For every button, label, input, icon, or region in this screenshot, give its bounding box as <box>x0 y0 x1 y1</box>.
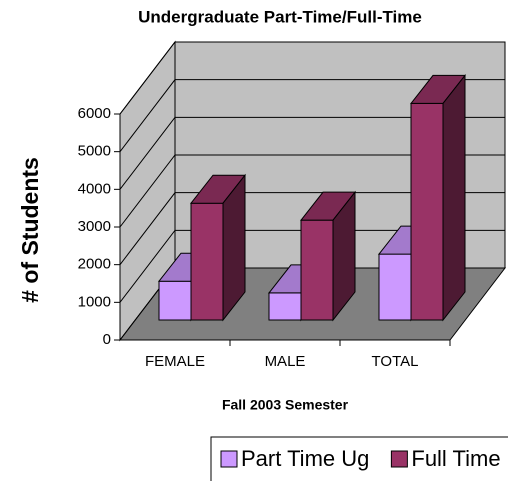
y-tick-label: 6000 <box>78 105 111 122</box>
x-tick-label: FEMALE <box>145 353 205 370</box>
y-tick-label: 4000 <box>78 180 111 197</box>
bar-side <box>222 173 246 322</box>
y-tick-label: 1000 <box>78 293 111 310</box>
y-tick-label: 5000 <box>78 143 111 160</box>
chart-title: Undergraduate Part-Time/Full-Time <box>138 7 422 26</box>
y-axis-title: # of Students <box>17 157 43 303</box>
bar-front <box>268 292 302 321</box>
grid-line <box>119 229 505 303</box>
grid-line <box>119 154 505 228</box>
legend-label: Full Time Ug <box>411 446 508 471</box>
bar-front <box>190 202 224 321</box>
bar <box>409 73 467 322</box>
x-tick-label: MALE <box>265 353 306 370</box>
legend-label: Part Time Ug <box>241 446 369 471</box>
x-tick-label: TOTAL <box>372 353 419 370</box>
grid-line <box>119 192 505 265</box>
legend-swatch <box>390 450 408 468</box>
y-tick-label: 3000 <box>78 218 111 235</box>
bar <box>299 190 357 322</box>
bar-front <box>158 280 192 321</box>
y-tick-label: 0 <box>103 331 111 348</box>
x-axis-title: Fall 2003 Semester <box>222 397 349 413</box>
legend-box <box>210 436 508 481</box>
bar <box>189 173 247 322</box>
bar-side <box>332 190 356 322</box>
legend-swatch <box>220 450 238 468</box>
grid-line <box>119 116 505 190</box>
bar-front <box>410 102 444 321</box>
grid-line <box>119 41 505 115</box>
grid-line <box>119 79 505 152</box>
bar-front <box>300 219 334 321</box>
bar-front <box>378 253 412 321</box>
y-tick-label: 2000 <box>78 256 111 273</box>
bar-side <box>442 73 466 322</box>
